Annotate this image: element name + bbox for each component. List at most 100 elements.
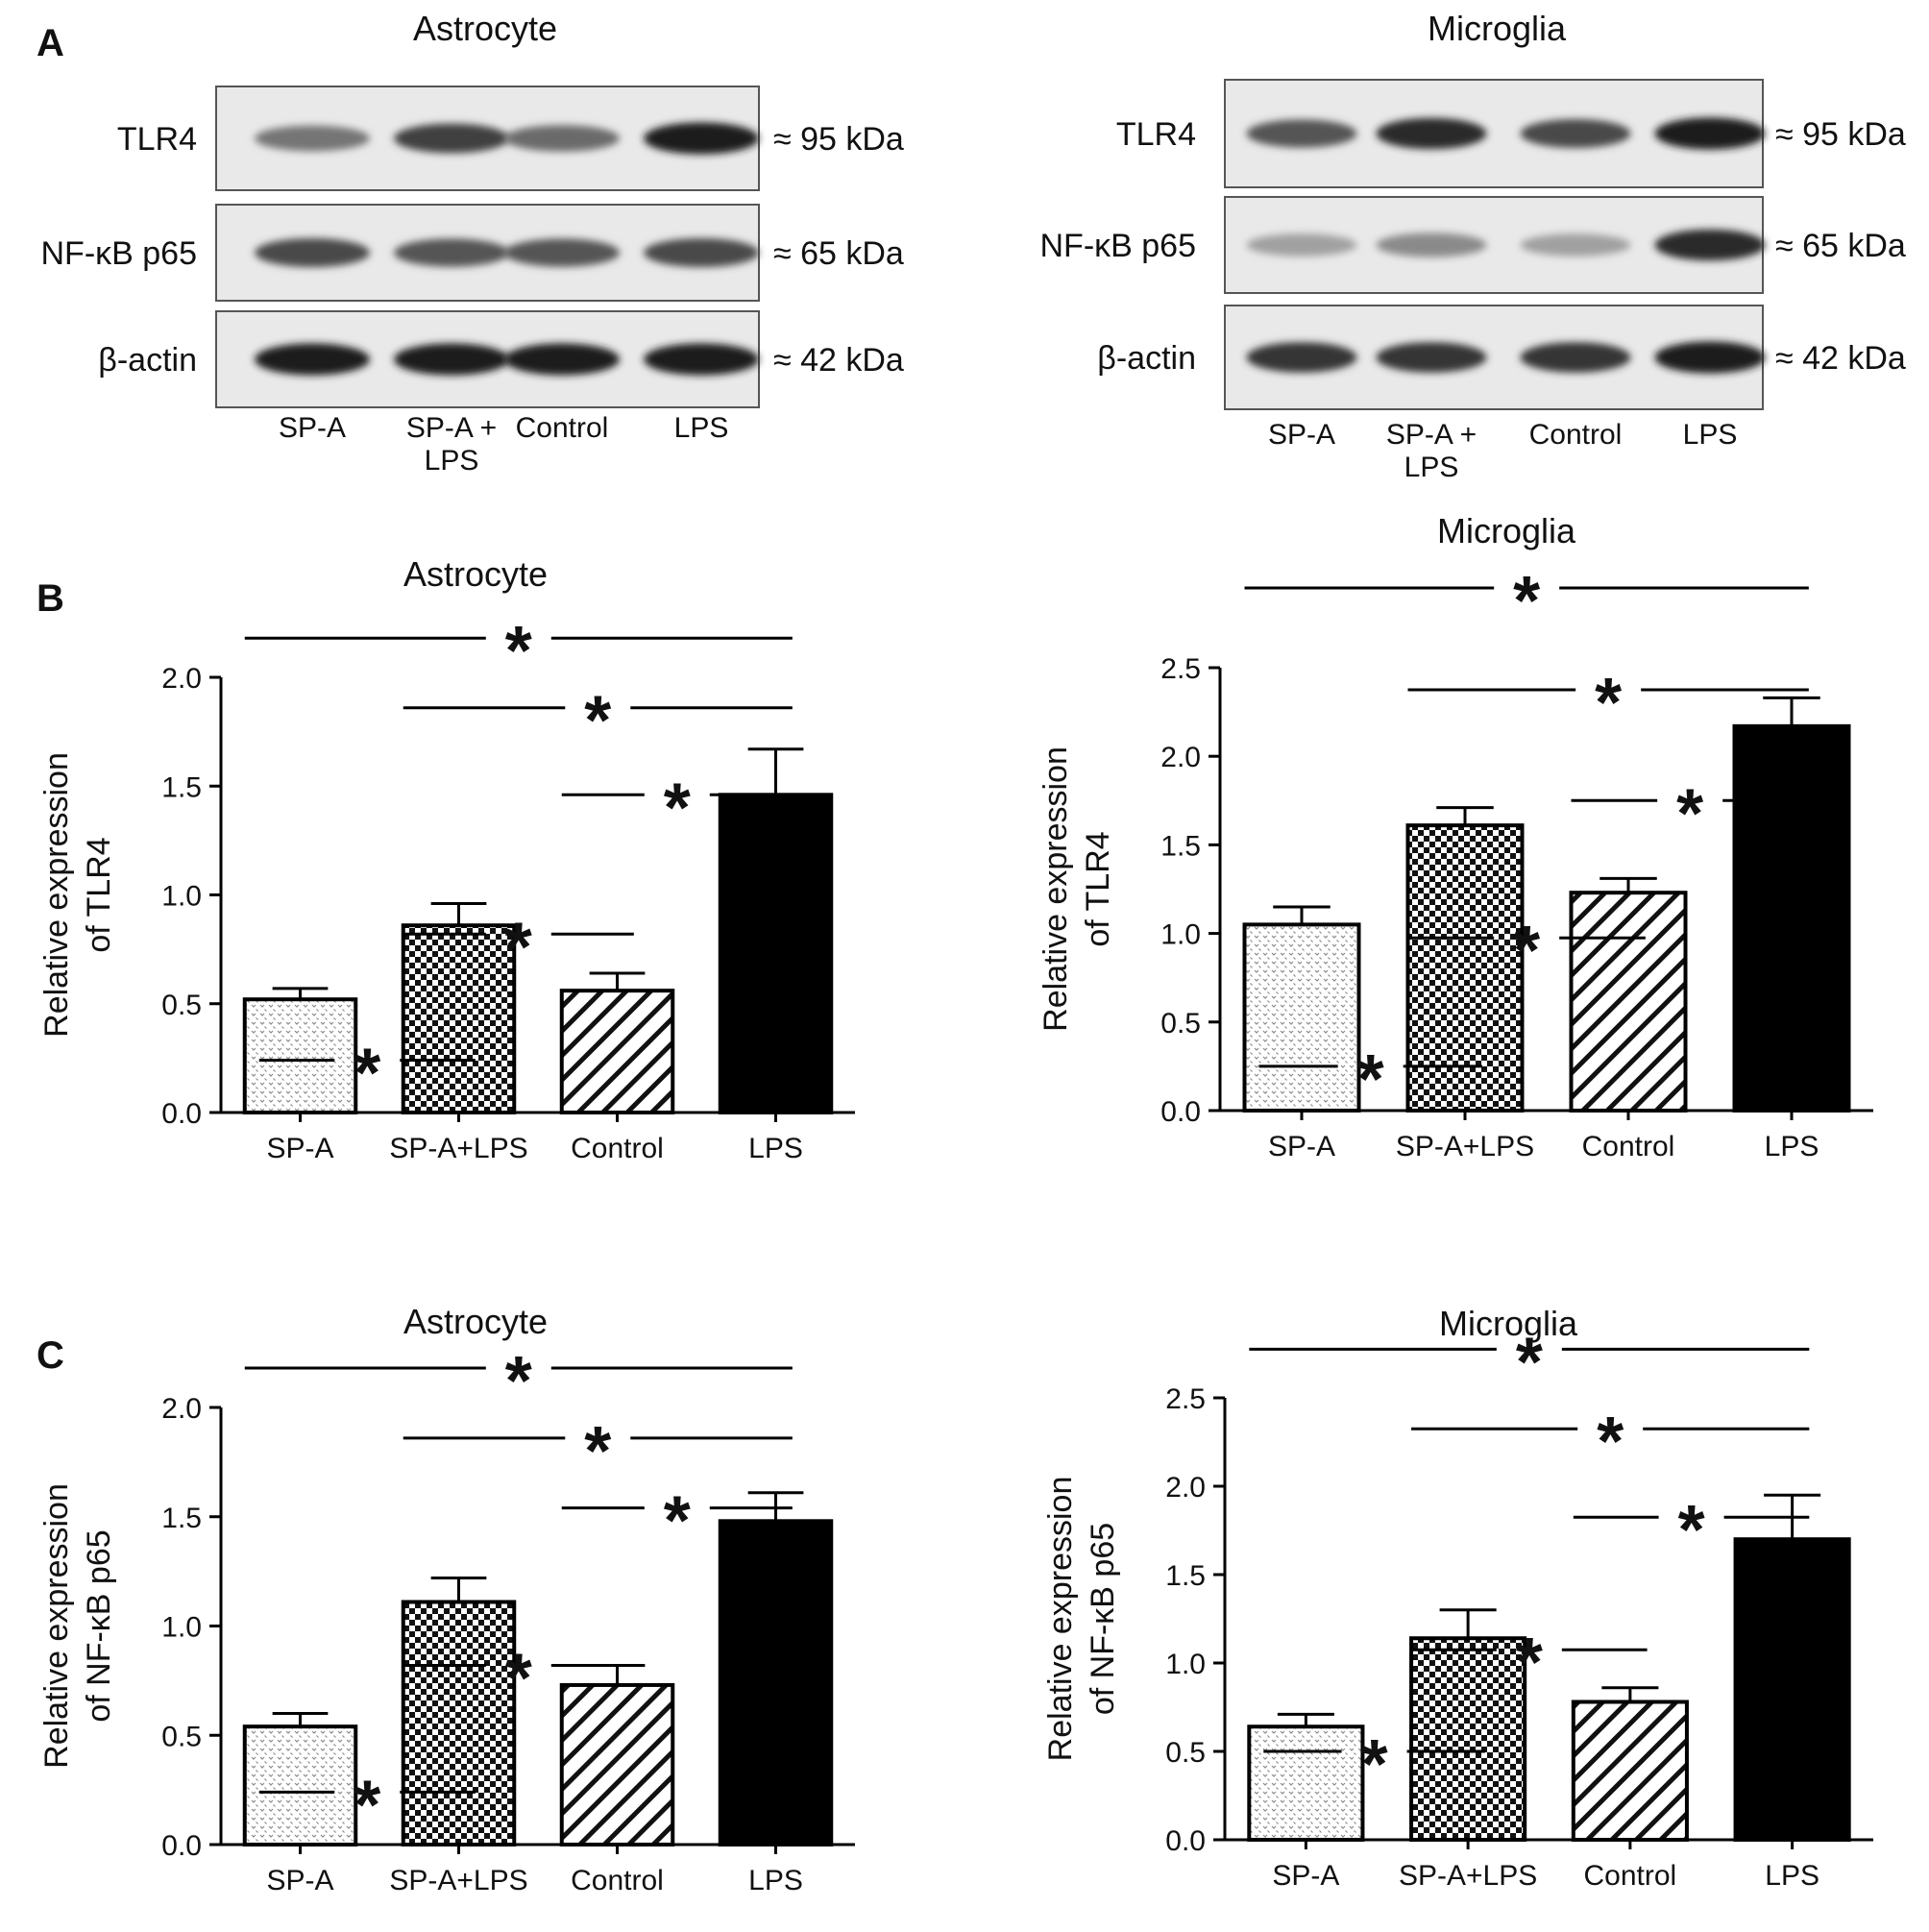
blot-lane-label: SP-A: [279, 412, 346, 444]
y-tick-label: 1.5: [1160, 830, 1201, 862]
western-blot-astrocyte: Astrocyte TLR4 ≈ 95 kDa NF-κB p65 ≈ 65 kDa β-…: [41, 9, 904, 477]
blot-band: [1246, 233, 1357, 257]
bar: [242, 1724, 358, 1847]
y-tick-label: 0.0: [1165, 1825, 1206, 1857]
significance-asterisk: *: [505, 1640, 532, 1717]
y-tick-label: 0.0: [1160, 1096, 1201, 1128]
x-tick-label: SP-A: [266, 1865, 333, 1896]
panel-label-c: C: [37, 1334, 64, 1377]
significance-asterisk: *: [354, 1767, 380, 1844]
significance-asterisk: *: [584, 683, 611, 760]
y-tick-label: 1.0: [161, 881, 202, 913]
y-tick-label: 2.0: [161, 1393, 202, 1425]
blot-band: [255, 343, 370, 376]
blot-band: [1654, 341, 1766, 374]
blot-band: [1520, 342, 1631, 373]
x-tick-label: LPS: [748, 1865, 803, 1896]
y-tick-label: 1.5: [161, 771, 202, 803]
chart-title: Microglia: [1439, 1304, 1578, 1343]
blot-lane-label: LPS: [674, 412, 729, 444]
x-tick-label: SP-A: [1268, 1131, 1335, 1162]
blot-row-label: NF-κB p65: [41, 235, 198, 272]
y-axis-label: Relative expression of TLR4: [38, 752, 117, 1038]
chart-title: Astrocyte: [403, 554, 548, 594]
bar: [1242, 922, 1361, 1113]
bar-chart-microglia-nfkb: Microglia Relative expression of NF-κB p65…: [1042, 1304, 1873, 1892]
blot-lane-label: LPS: [1683, 419, 1738, 451]
significance-asterisk: *: [664, 770, 691, 846]
bar: [401, 1600, 517, 1846]
bar: [1247, 1724, 1365, 1842]
blot-band: [1520, 119, 1631, 148]
blot-row-label: TLR4: [117, 121, 197, 158]
y-axis-label: Relative expression of NF-κB p65: [1042, 1477, 1121, 1762]
y-tick-label: 2.5: [1160, 653, 1201, 685]
significance-asterisk: *: [1516, 1625, 1543, 1701]
x-tick-label: LPS: [1765, 1131, 1819, 1162]
panel-label-b: B: [37, 577, 64, 620]
blot-title: Astrocyte: [413, 9, 557, 48]
y-axis-label-line: of NF-κB p65: [81, 1529, 117, 1722]
x-tick-label: Control: [571, 1133, 664, 1164]
blot-row-label: NF-κB p65: [1040, 228, 1197, 264]
significance-asterisk: *: [1676, 775, 1703, 852]
y-axis-label-line: Relative expression: [38, 752, 75, 1038]
bar: [242, 997, 358, 1114]
significance-asterisk: *: [1678, 1492, 1705, 1569]
x-tick-label: LPS: [1765, 1860, 1819, 1892]
significance-asterisk: *: [1513, 913, 1540, 990]
blot-lane-label: Control: [1529, 419, 1623, 451]
blot-band: [1376, 342, 1487, 373]
y-tick-label: 2.0: [161, 663, 202, 695]
blot-lane-label: LPS: [425, 445, 479, 477]
blot-band: [394, 238, 509, 267]
blot-size-label: ≈ 65 kDa: [773, 235, 904, 272]
significance-asterisk: *: [584, 1413, 611, 1490]
y-axis-label-line: Relative expression: [1038, 746, 1074, 1032]
significance-asterisk: *: [1357, 1041, 1384, 1118]
blot-band: [1246, 342, 1357, 373]
significance-asterisk: *: [505, 1343, 532, 1420]
y-tick-label: 1.0: [161, 1612, 202, 1644]
blot-lane-label: SP-A: [1268, 419, 1335, 451]
blot-row-label: β-actin: [98, 342, 197, 379]
blot-band: [1654, 229, 1766, 261]
x-tick-label: Control: [1584, 1860, 1677, 1892]
significance-asterisk: *: [505, 613, 532, 690]
bar: [718, 793, 834, 1114]
blot-band: [504, 125, 620, 152]
chart-title: Astrocyte: [403, 1302, 548, 1341]
chart-title: Microglia: [1437, 511, 1576, 550]
bar-chart-astrocyte-tlr4: Astrocyte Relative expression of TLR4 0.0 0.…: [38, 554, 855, 1164]
y-tick-label: 2.0: [1160, 742, 1201, 773]
x-tick-label: SP-A+LPS: [389, 1865, 527, 1896]
x-tick-label: Control: [1582, 1131, 1675, 1162]
bar: [1569, 891, 1688, 1113]
blot-lane-label: Control: [516, 412, 609, 444]
y-tick-label: 0.0: [161, 1830, 202, 1862]
y-tick-label: 2.5: [1165, 1383, 1206, 1415]
y-tick-label: 2.0: [1165, 1472, 1206, 1504]
y-axis-label-line: Relative expression: [1042, 1477, 1079, 1762]
bar: [1405, 823, 1525, 1113]
x-tick-label: SP-A+LPS: [1399, 1860, 1537, 1892]
y-tick-label: 0.5: [1160, 1008, 1201, 1039]
blot-band: [394, 123, 509, 154]
blot-lane-label: SP-A +: [1386, 419, 1477, 451]
y-tick-label: 1.5: [161, 1503, 202, 1534]
y-tick-label: 0.0: [161, 1098, 202, 1130]
blot-size-label: ≈ 42 kDa: [1775, 340, 1906, 377]
significance-asterisk: *: [1513, 563, 1540, 640]
blot-band: [1376, 232, 1487, 257]
x-tick-label: LPS: [748, 1133, 803, 1164]
y-tick-label: 0.5: [161, 1721, 202, 1752]
y-tick-label: 0.5: [1165, 1737, 1206, 1769]
blot-band: [1520, 233, 1631, 257]
significance-asterisk: *: [1597, 1404, 1624, 1480]
significance-asterisk: *: [664, 1483, 691, 1560]
bar: [1733, 1537, 1851, 1842]
bar: [1409, 1636, 1527, 1842]
y-tick-label: 1.5: [1165, 1560, 1206, 1592]
significance-asterisk: *: [1361, 1726, 1388, 1803]
y-axis-label: Relative expression of NF-κB p65: [38, 1483, 117, 1769]
